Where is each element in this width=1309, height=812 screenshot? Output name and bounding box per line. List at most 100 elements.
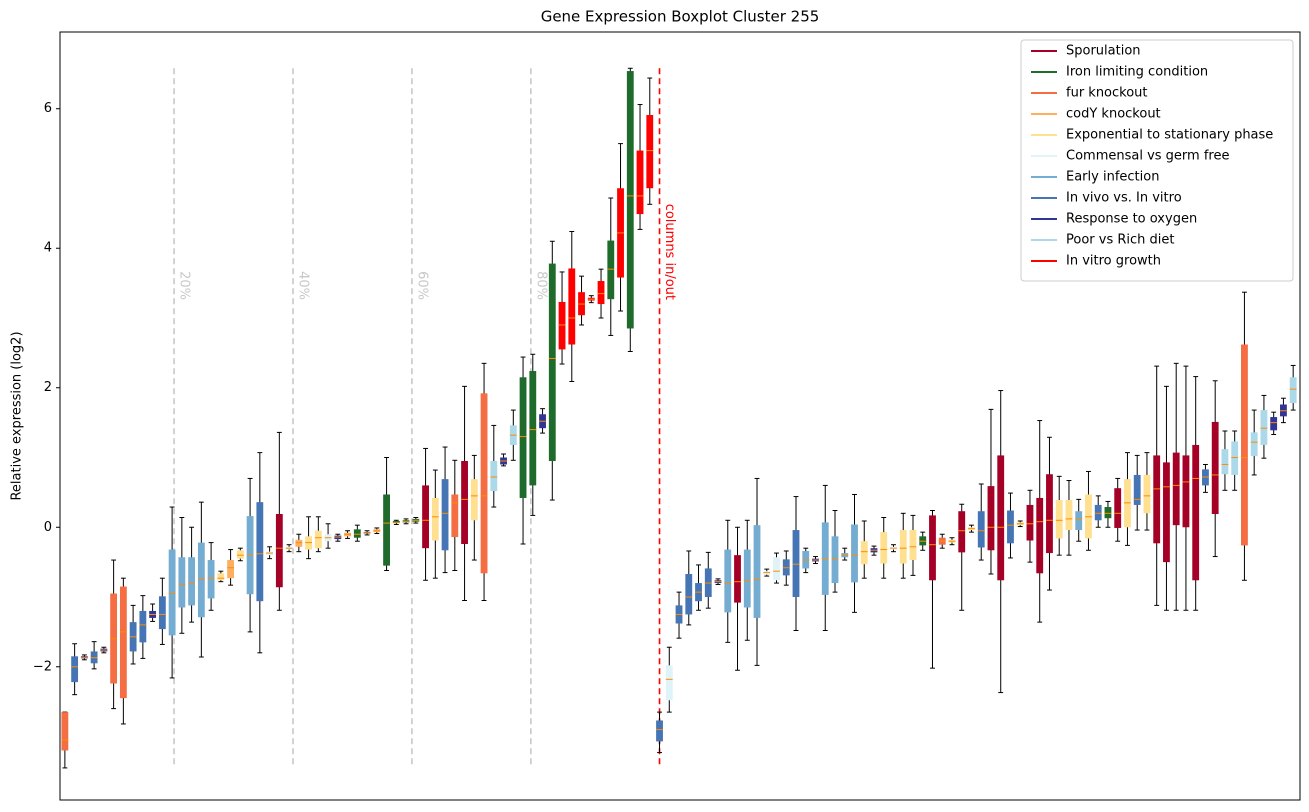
box <box>773 557 780 581</box>
box <box>1231 441 1239 475</box>
box <box>188 557 196 606</box>
box <box>1221 449 1229 475</box>
box <box>490 460 498 491</box>
box <box>275 514 283 588</box>
box <box>597 281 605 305</box>
box <box>529 371 537 486</box>
plot-frame <box>59 31 1301 801</box>
box <box>431 497 439 541</box>
box <box>295 539 303 547</box>
box <box>1289 377 1297 404</box>
box <box>441 479 449 551</box>
box <box>71 656 79 683</box>
box <box>685 573 693 615</box>
plot-area: 20% 40% 60% 80% columns in/out <box>61 67 1297 769</box>
reference-label: columns in/out <box>662 204 677 300</box>
box <box>168 549 176 636</box>
box <box>256 502 264 602</box>
box <box>1153 455 1161 544</box>
legend-frame <box>1020 39 1294 282</box>
box <box>851 524 858 583</box>
box <box>1163 462 1170 563</box>
reference-label: 40% <box>295 271 310 300</box>
y-tick-label: 6 <box>44 101 52 116</box>
box <box>1046 474 1053 554</box>
box <box>207 560 215 599</box>
legend-label: Commensal vs germ free <box>1066 149 1229 164</box>
box <box>987 486 995 551</box>
box <box>139 610 147 643</box>
legend-label: Poor vs Rich diet <box>1066 233 1174 248</box>
y-axis-label: Relative expression (log2) <box>10 331 25 500</box>
box <box>1075 511 1083 531</box>
box <box>1065 500 1073 531</box>
box <box>753 525 761 618</box>
box <box>909 530 917 561</box>
reference-label: 20% <box>177 271 192 300</box>
box <box>743 549 751 608</box>
box <box>899 530 907 564</box>
box <box>227 560 235 579</box>
box <box>236 550 244 559</box>
legend-label: Iron limiting condition <box>1066 65 1208 80</box>
box <box>1055 500 1063 539</box>
box <box>656 720 663 742</box>
box <box>178 557 186 608</box>
box <box>977 511 985 548</box>
box <box>1260 410 1268 445</box>
legend-label: Sporulation <box>1066 44 1141 59</box>
box <box>831 536 839 584</box>
legend: Sporulation Iron limiting condition fur kn… <box>1020 39 1294 282</box>
box <box>1192 444 1200 581</box>
y-tick-label: 2 <box>44 380 52 395</box>
chart-title: Gene Expression Boxplot Cluster 255 <box>541 8 820 26</box>
box <box>461 460 468 544</box>
box <box>929 515 936 581</box>
y-tick-label: 0 <box>44 520 52 535</box>
box <box>1250 432 1258 457</box>
box <box>626 71 634 329</box>
legend-label: In vivo vs. In vitro <box>1066 191 1182 206</box>
legend-label: Early infection <box>1066 170 1159 185</box>
box <box>665 665 673 701</box>
box <box>1182 455 1190 528</box>
box <box>1036 497 1044 574</box>
box <box>958 511 966 553</box>
box <box>548 263 556 461</box>
box <box>519 377 527 498</box>
box <box>217 573 225 581</box>
y-tick-label: −2 <box>33 659 52 674</box>
box <box>480 393 488 574</box>
box <box>422 485 429 549</box>
box <box>119 586 127 699</box>
box <box>997 455 1005 581</box>
box <box>568 268 576 345</box>
box <box>646 115 654 189</box>
box <box>880 532 888 564</box>
legend-label: Exponential to stationary phase <box>1066 128 1273 143</box>
box <box>607 240 615 300</box>
box <box>1211 421 1219 515</box>
box <box>1007 510 1014 544</box>
box <box>1133 474 1141 505</box>
box <box>470 479 478 521</box>
box <box>383 494 390 566</box>
box <box>1270 417 1278 431</box>
box <box>353 529 361 538</box>
box <box>1172 452 1180 526</box>
reference-label: 60% <box>414 271 429 300</box>
box <box>314 530 322 549</box>
box <box>636 150 644 215</box>
box <box>1104 507 1112 519</box>
box <box>724 549 732 613</box>
legend-label: codY knockout <box>1066 107 1161 122</box>
box <box>1241 344 1248 546</box>
box <box>860 541 868 565</box>
box <box>1114 488 1122 528</box>
reference-label: 80% <box>533 271 548 300</box>
box <box>734 555 741 603</box>
box <box>158 596 166 630</box>
box <box>1026 504 1034 541</box>
legend-label: In vitro growth <box>1066 254 1161 269</box>
